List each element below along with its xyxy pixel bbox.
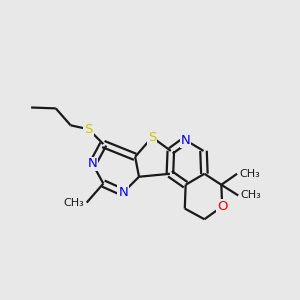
Text: S: S <box>84 123 93 136</box>
Text: N: N <box>181 134 190 147</box>
Text: N: N <box>88 158 98 170</box>
Text: CH₃: CH₃ <box>239 169 260 179</box>
Text: CH₃: CH₃ <box>64 198 84 208</box>
Text: N: N <box>118 186 128 199</box>
Text: O: O <box>217 200 227 213</box>
Text: CH₃: CH₃ <box>241 190 261 200</box>
Text: S: S <box>148 131 156 144</box>
